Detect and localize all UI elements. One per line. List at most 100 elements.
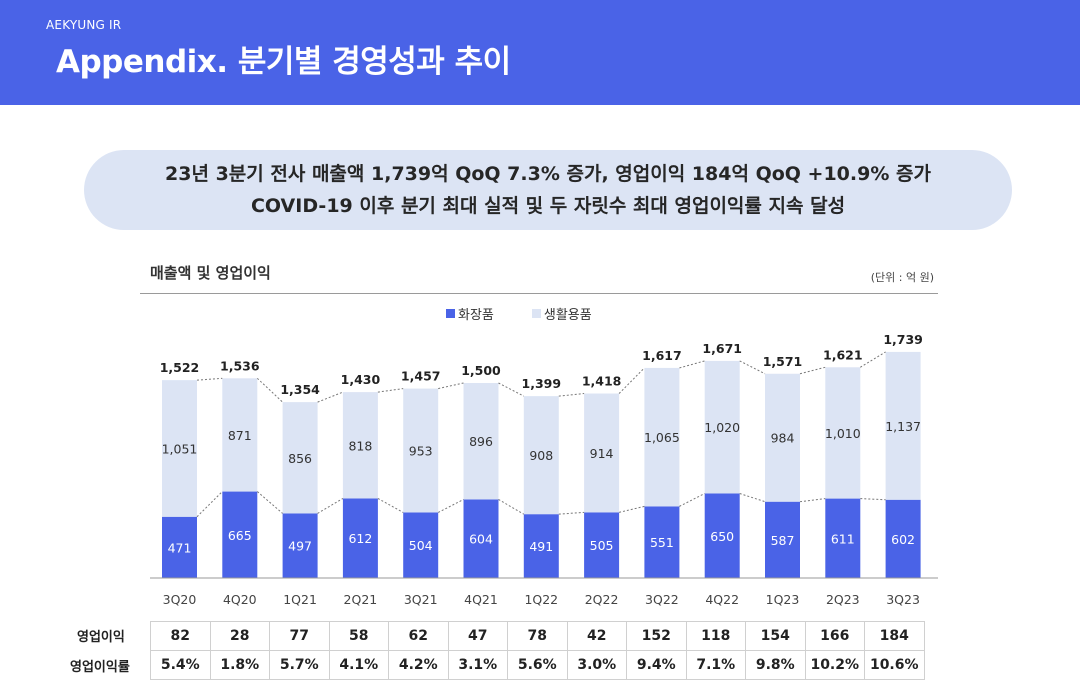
label-household-3Q23: 1,137 bbox=[885, 419, 921, 434]
connector-cosmetics-8 bbox=[679, 493, 705, 507]
table-cell-operating-margin-4Q20: 1.8% bbox=[209, 650, 270, 680]
table-cell-operating-profit-2Q21: 58 bbox=[328, 621, 389, 651]
x-tick-3Q22: 3Q22 bbox=[645, 592, 679, 607]
label-total-1Q21: 1,354 bbox=[280, 382, 320, 397]
x-tick-2Q22: 2Q22 bbox=[585, 592, 619, 607]
x-tick-3Q23: 3Q23 bbox=[886, 592, 920, 607]
label-household-4Q21: 896 bbox=[469, 434, 493, 449]
label-total-3Q21: 1,457 bbox=[401, 369, 441, 384]
label-cosmetics-4Q20: 665 bbox=[228, 528, 252, 543]
bar-household-4Q22 bbox=[704, 360, 740, 494]
connector-cosmetics-1 bbox=[256, 491, 283, 514]
legend-swatch-household bbox=[531, 309, 541, 318]
table-cell-operating-profit-4Q21: 47 bbox=[447, 621, 508, 651]
label-household-1Q22: 908 bbox=[529, 448, 553, 463]
label-cosmetics-3Q21: 504 bbox=[409, 538, 433, 553]
table-cell-operating-profit-3Q23: 184 bbox=[864, 621, 925, 651]
label-cosmetics-3Q22: 551 bbox=[650, 535, 674, 550]
unit-label: (단위 : 억 원) bbox=[870, 271, 934, 284]
operating-profit-table: 82 28 77 58 62 47 78 42 152 118 154 166 184 5.4% 1.8% 5… bbox=[150, 621, 925, 680]
x-tick-1Q21: 1Q21 bbox=[283, 592, 317, 607]
label-cosmetics-1Q23: 587 bbox=[771, 533, 795, 548]
connector-total-7 bbox=[618, 367, 645, 394]
connector-cosmetics-0 bbox=[196, 491, 223, 518]
connector-total-11 bbox=[860, 351, 886, 368]
label-cosmetics-3Q23: 602 bbox=[891, 532, 915, 547]
connector-total-10 bbox=[799, 366, 826, 375]
label-total-1Q22: 1,399 bbox=[522, 376, 562, 391]
bar-household-1Q22 bbox=[523, 396, 559, 515]
bar-household-4Q20 bbox=[222, 378, 258, 492]
summary-line-1: 23년 3분기 전사 매출액 1,739억 QoQ 7.3% 증가, 영업이익 … bbox=[165, 163, 931, 185]
bar-household-1Q23 bbox=[765, 373, 800, 502]
table-cell-operating-margin-3Q21: 4.2% bbox=[388, 650, 449, 680]
summary-line-2: COVID-19 이후 분기 최대 실적 및 두 자릿수 최대 영업이익률 지속… bbox=[250, 195, 846, 217]
label-total-3Q20: 1,522 bbox=[160, 360, 200, 375]
x-tick-4Q22: 4Q22 bbox=[705, 592, 739, 607]
label-cosmetics-2Q22: 505 bbox=[590, 538, 614, 553]
legend-item-household: 생활용품 bbox=[531, 304, 592, 323]
legend-label-cosmetics: 화장품 bbox=[458, 308, 494, 323]
label-household-1Q21: 856 bbox=[288, 451, 312, 466]
bar-household-2Q23 bbox=[825, 367, 861, 499]
table-cell-operating-profit-1Q23: 154 bbox=[745, 621, 806, 651]
label-cosmetics-1Q22: 491 bbox=[529, 539, 553, 554]
table-cell-operating-profit-1Q22: 78 bbox=[507, 621, 568, 651]
table-cell-operating-margin-3Q23: 10.6% bbox=[864, 650, 925, 680]
chart-title: 매출액 및 영업이익 bbox=[150, 264, 271, 282]
summary-banner: 23년 3분기 전사 매출액 1,739억 QoQ 7.3% 증가, 영업이익 … bbox=[84, 150, 1012, 230]
connector-total-2 bbox=[317, 391, 344, 403]
bar-cosmetics-3Q21 bbox=[403, 512, 439, 578]
connector-cosmetics-5 bbox=[498, 499, 525, 515]
table-cell-operating-margin-4Q22: 7.1% bbox=[685, 650, 746, 680]
x-tick-3Q20: 3Q20 bbox=[163, 592, 197, 607]
bar-cosmetics-2Q22 bbox=[584, 512, 620, 578]
label-total-4Q20: 1,536 bbox=[220, 358, 260, 373]
connector-total-1 bbox=[256, 377, 283, 403]
bar-cosmetics-1Q22 bbox=[523, 514, 559, 578]
bar-household-2Q21 bbox=[342, 392, 378, 499]
label-household-1Q23: 984 bbox=[771, 431, 795, 446]
label-cosmetics-4Q22: 650 bbox=[710, 529, 734, 544]
connector-total-8 bbox=[679, 360, 705, 369]
table-row-label-operating-margin: 영업이익률 bbox=[70, 660, 130, 675]
page-title: Appendix. 분기별 경영성과 추이 bbox=[56, 44, 511, 80]
bar-household-3Q20 bbox=[162, 380, 197, 517]
bar-cosmetics-1Q23 bbox=[765, 501, 800, 578]
label-total-2Q23: 1,621 bbox=[823, 347, 863, 362]
label-household-3Q21: 953 bbox=[409, 444, 433, 459]
connector-cosmetics-3 bbox=[377, 498, 404, 513]
table-cell-operating-margin-2Q21: 4.1% bbox=[328, 650, 389, 680]
legend-item-cosmetics: 화장품 bbox=[446, 304, 494, 323]
table-row-operating-margin: 5.4% 1.8% 5.7% 4.1% 4.2% 3.1% 5.6% 3.0% 9.4% 7.1%… bbox=[150, 650, 925, 680]
label-total-3Q23: 1,739 bbox=[883, 332, 923, 347]
table-cell-operating-margin-2Q22: 3.0% bbox=[566, 650, 627, 680]
bar-household-3Q22 bbox=[644, 367, 680, 507]
bar-cosmetics-4Q21 bbox=[463, 499, 499, 578]
label-cosmetics-4Q21: 604 bbox=[469, 532, 493, 547]
label-household-2Q21: 818 bbox=[348, 438, 372, 453]
bar-household-3Q21 bbox=[403, 388, 439, 513]
bar-cosmetics-1Q21 bbox=[282, 513, 318, 578]
x-tick-4Q21: 4Q21 bbox=[464, 592, 498, 607]
connector-total-6 bbox=[558, 393, 585, 397]
table-cell-operating-profit-4Q22: 118 bbox=[685, 621, 746, 651]
connector-cosmetics-6 bbox=[558, 511, 585, 515]
label-total-1Q23: 1,571 bbox=[763, 354, 803, 369]
bar-household-4Q21 bbox=[463, 383, 499, 500]
table-cell-operating-margin-1Q23: 9.8% bbox=[745, 650, 806, 680]
table-row-operating-profit: 82 28 77 58 62 47 78 42 152 118 154 166 184 bbox=[150, 621, 925, 651]
x-tick-1Q22: 1Q22 bbox=[524, 592, 558, 607]
table-row-label-operating-profit: 영업이익 bbox=[77, 630, 125, 645]
label-household-3Q22: 1,065 bbox=[644, 430, 680, 445]
label-household-4Q22: 1,020 bbox=[704, 420, 740, 435]
x-tick-3Q21: 3Q21 bbox=[404, 592, 438, 607]
label-household-2Q23: 1,010 bbox=[825, 426, 861, 441]
x-tick-4Q20: 4Q20 bbox=[223, 592, 257, 607]
table-cell-operating-margin-2Q23: 10.2% bbox=[804, 650, 865, 680]
table-cell-operating-margin-3Q22: 9.4% bbox=[626, 650, 687, 680]
connector-cosmetics-2 bbox=[317, 498, 344, 514]
table-cell-operating-profit-3Q22: 152 bbox=[626, 621, 687, 651]
x-tick-2Q21: 2Q21 bbox=[344, 592, 378, 607]
label-total-2Q21: 1,430 bbox=[341, 372, 381, 387]
